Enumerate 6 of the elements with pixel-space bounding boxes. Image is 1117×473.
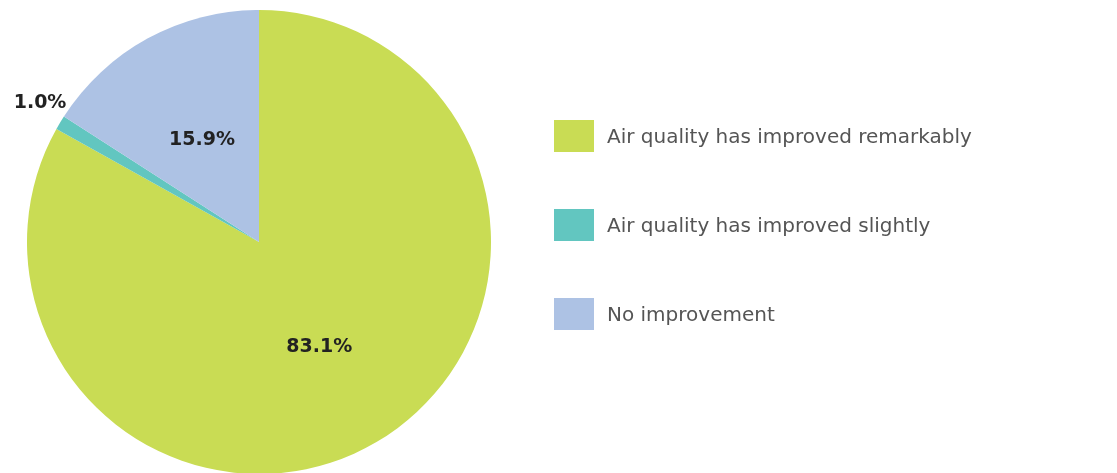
legend-label: No improvement [607, 302, 775, 326]
data-label: 83.1% [286, 333, 353, 356]
data-label: 15.9% [169, 126, 235, 149]
legend-label: Air quality has improved remarkably [607, 124, 973, 148]
data-label: 1.0% [13, 90, 67, 113]
legend-label: Air quality has improved slightly [607, 213, 931, 237]
